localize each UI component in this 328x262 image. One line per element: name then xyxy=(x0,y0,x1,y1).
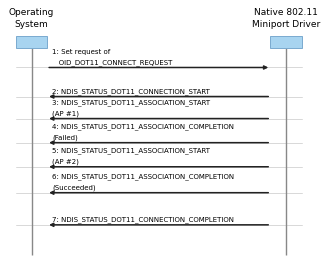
Text: (AP #2): (AP #2) xyxy=(52,159,79,165)
Bar xyxy=(16,36,48,48)
Text: 5: NDIS_STATUS_DOT11_ASSOCIATION_START: 5: NDIS_STATUS_DOT11_ASSOCIATION_START xyxy=(52,148,210,154)
Text: System: System xyxy=(15,20,49,29)
Text: (AP #1): (AP #1) xyxy=(52,111,79,117)
Text: Operating: Operating xyxy=(9,8,54,17)
Text: OID_DOT11_CONNECT_REQUEST: OID_DOT11_CONNECT_REQUEST xyxy=(52,59,173,66)
Text: 2: NDIS_STATUS_DOT11_CONNECTION_START: 2: NDIS_STATUS_DOT11_CONNECTION_START xyxy=(52,88,210,95)
Text: Miniport Driver: Miniport Driver xyxy=(252,20,320,29)
Text: (Succeeded): (Succeeded) xyxy=(52,185,96,191)
Text: 4: NDIS_STATUS_DOT11_ASSOCIATION_COMPLETION: 4: NDIS_STATUS_DOT11_ASSOCIATION_COMPLET… xyxy=(52,123,234,130)
Text: Native 802.11: Native 802.11 xyxy=(254,8,318,17)
Text: 3: NDIS_STATUS_DOT11_ASSOCIATION_START: 3: NDIS_STATUS_DOT11_ASSOCIATION_START xyxy=(52,99,210,106)
Text: (Failed): (Failed) xyxy=(52,135,78,141)
Text: 1: Set request of: 1: Set request of xyxy=(52,49,111,55)
Bar xyxy=(270,36,302,48)
Text: 6: NDIS_STATUS_DOT11_ASSOCIATION_COMPLETION: 6: NDIS_STATUS_DOT11_ASSOCIATION_COMPLET… xyxy=(52,173,235,180)
Text: 7: NDIS_STATUS_DOT11_CONNECTION_COMPLETION: 7: NDIS_STATUS_DOT11_CONNECTION_COMPLETI… xyxy=(52,216,234,223)
